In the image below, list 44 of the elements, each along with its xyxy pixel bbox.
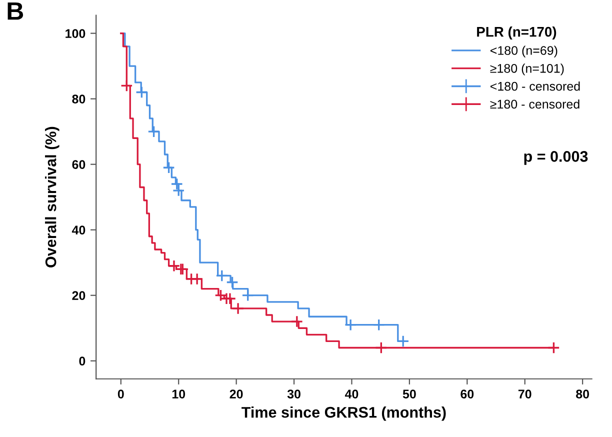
point (170, 178, 184, 190)
point (135, 86, 148, 98)
point (372, 318, 386, 332)
point (214, 289, 227, 302)
y-axis-title: Overall survival (%) (45, 126, 60, 268)
x-tick-label: 10 (172, 390, 186, 398)
x-tick-label: 0 (118, 390, 124, 398)
text: B (8, 2, 24, 20)
x-tick-label: 50 (402, 390, 416, 398)
legend-label: <180 (n=69) (490, 46, 558, 58)
x-tick-label: 20 (230, 390, 243, 398)
point (396, 334, 410, 348)
x-tick-label: 80 (576, 390, 590, 398)
point (548, 342, 560, 354)
point (344, 318, 357, 332)
y-tick-label: 40 (72, 226, 86, 234)
y-tick-label: 80 (72, 94, 86, 104)
x-tick-label: 70 (518, 390, 532, 398)
annotation: p = 0.003 (524, 151, 588, 165)
legend-label: <180 - censored (490, 82, 580, 91)
y-tick-label: 20 (72, 291, 86, 300)
point (226, 276, 238, 288)
point (120, 80, 133, 92)
x-tick-label: 30 (287, 390, 300, 398)
point (224, 292, 236, 305)
y-tick-label: 0 (79, 356, 86, 366)
point (290, 315, 304, 328)
legend-label: ≥180 (n=101) (490, 64, 564, 76)
x-axis-title: Time since GKRS1 (months) (242, 406, 446, 421)
point (162, 161, 176, 174)
point (172, 184, 185, 197)
point (374, 342, 388, 354)
point (242, 289, 254, 302)
x-tick-label: 60 (460, 390, 474, 398)
y-tick-label: 100 (66, 29, 86, 38)
point (148, 125, 160, 138)
point (232, 302, 244, 315)
point (168, 260, 180, 272)
x-tick-label: 40 (344, 390, 358, 398)
y-tick-label: 60 (72, 160, 86, 169)
point (190, 272, 204, 286)
legend-title: PLR (n=170) (477, 26, 556, 40)
point (216, 269, 228, 282)
legend-label: ≥180 - censored (490, 99, 580, 109)
